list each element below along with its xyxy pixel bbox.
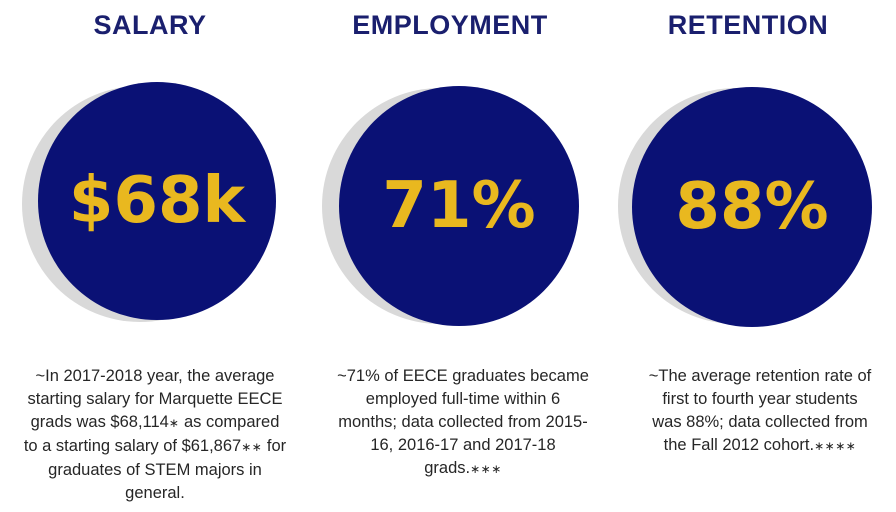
salary-desc-line: starting salary for Marquette EECE bbox=[27, 390, 283, 408]
employment-heading: EMPLOYMENT bbox=[352, 10, 548, 40]
employment-desc-line: ~71% of EECE graduates became bbox=[337, 367, 589, 385]
retention-description: ~The average retention rate of first to … bbox=[640, 365, 880, 458]
footnote-mark: ∗∗∗ bbox=[470, 462, 502, 476]
employment-desc-line: months; data collected from 2015- bbox=[338, 413, 588, 431]
salary-desc-line: ~In 2017-2018 year, the average bbox=[35, 367, 275, 385]
footnote-mark: ∗ bbox=[168, 416, 180, 430]
salary-value: $68k bbox=[68, 164, 246, 238]
retention-desc-line: was 88%; data collected from bbox=[652, 413, 868, 431]
salary-desc-line: grads was $68,114∗ as compared bbox=[30, 413, 280, 431]
salary-disc: $68k bbox=[38, 82, 276, 320]
employment-disc: 71% bbox=[339, 86, 579, 326]
salary-desc-line: graduates of STEM majors in bbox=[48, 461, 262, 479]
salary-heading: SALARY bbox=[93, 10, 207, 40]
footnote-mark: ∗∗ bbox=[241, 440, 263, 454]
retention-value: 88% bbox=[675, 170, 829, 244]
employment-section: EMPLOYMENT 71% ~71% of EECE graduates be… bbox=[300, 0, 600, 512]
employment-desc-line: grads.∗∗∗ bbox=[424, 459, 502, 477]
retention-desc-line: the Fall 2012 cohort.∗∗∗∗ bbox=[663, 436, 857, 454]
retention-disc: 88% bbox=[632, 87, 872, 327]
retention-desc-line: first to fourth year students bbox=[662, 390, 858, 408]
footnote-mark: ∗∗∗∗ bbox=[814, 439, 857, 453]
employment-description: ~71% of EECE graduates became employed f… bbox=[328, 365, 598, 481]
employment-value: 71% bbox=[382, 169, 536, 243]
salary-desc-line: to a starting salary of $61,867∗∗ for bbox=[23, 437, 287, 455]
salary-section: SALARY $68k ~In 2017-2018 year, the aver… bbox=[0, 0, 300, 512]
salary-description: ~In 2017-2018 year, the average starting… bbox=[20, 365, 290, 505]
retention-heading: RETENTION bbox=[667, 10, 829, 40]
retention-desc-line: ~The average retention rate of bbox=[648, 367, 872, 385]
employment-desc-line: employed full-time within 6 bbox=[365, 390, 561, 408]
employment-desc-line: 16, 2016-17 and 2017-18 bbox=[370, 436, 556, 454]
retention-section: RETENTION 88% ~The average retention rat… bbox=[600, 0, 896, 512]
salary-desc-line: general. bbox=[125, 484, 185, 502]
